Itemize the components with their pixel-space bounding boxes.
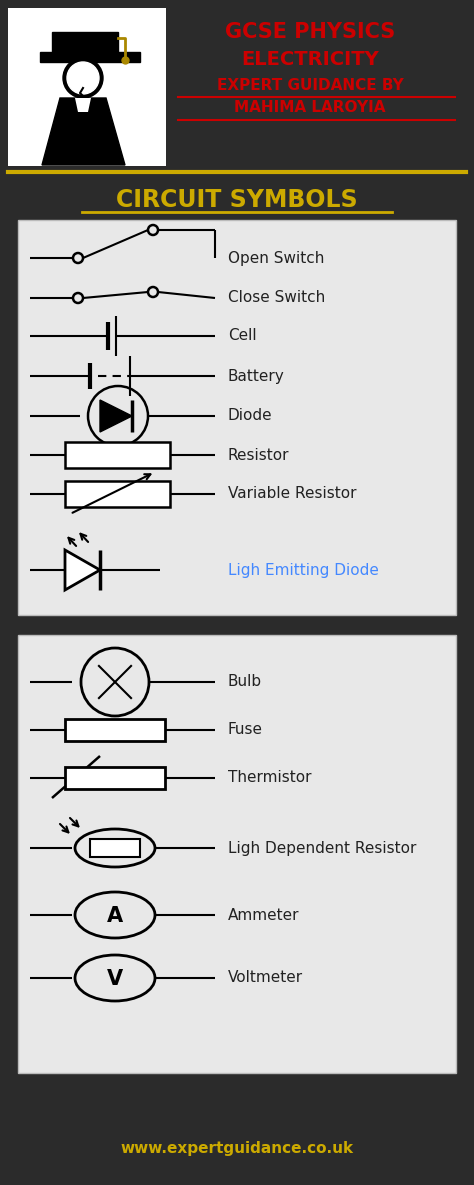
Text: MAHIMA LAROYIA: MAHIMA LAROYIA [234, 100, 386, 115]
FancyBboxPatch shape [65, 481, 170, 507]
Polygon shape [52, 32, 118, 52]
Text: A: A [107, 907, 123, 925]
Circle shape [67, 62, 99, 94]
Text: Diode: Diode [228, 409, 273, 423]
Text: www.expertguidance.co.uk: www.expertguidance.co.uk [120, 1140, 354, 1155]
Polygon shape [100, 401, 132, 433]
Text: Thermistor: Thermistor [228, 770, 311, 786]
Text: ELECTRICITY: ELECTRICITY [241, 50, 379, 69]
Text: Close Switch: Close Switch [228, 290, 325, 306]
Text: Fuse: Fuse [228, 723, 263, 737]
FancyBboxPatch shape [18, 635, 456, 1072]
Polygon shape [75, 98, 91, 113]
Text: Ligh Emitting Diode: Ligh Emitting Diode [228, 563, 379, 577]
Text: Cell: Cell [228, 328, 256, 344]
Text: Battery: Battery [228, 369, 285, 384]
FancyBboxPatch shape [65, 767, 165, 789]
Text: V: V [107, 969, 123, 989]
Text: Resistor: Resistor [228, 448, 290, 462]
Polygon shape [65, 550, 100, 590]
Text: EXPERT GUIDANCE BY: EXPERT GUIDANCE BY [217, 78, 403, 92]
FancyBboxPatch shape [65, 442, 170, 468]
Text: GCSE PHYSICS: GCSE PHYSICS [225, 23, 395, 41]
Text: Voltmeter: Voltmeter [228, 971, 303, 986]
Polygon shape [42, 98, 125, 165]
Text: Variable Resistor: Variable Resistor [228, 487, 356, 501]
Text: Ligh Dependent Resistor: Ligh Dependent Resistor [228, 840, 416, 856]
FancyBboxPatch shape [90, 839, 140, 857]
FancyBboxPatch shape [8, 8, 166, 166]
Circle shape [63, 58, 103, 98]
Text: CIRCUIT SYMBOLS: CIRCUIT SYMBOLS [116, 188, 358, 212]
FancyBboxPatch shape [18, 220, 456, 615]
Text: Ammeter: Ammeter [228, 908, 300, 922]
Text: Bulb: Bulb [228, 674, 262, 690]
FancyBboxPatch shape [65, 719, 165, 741]
Text: Open Switch: Open Switch [228, 250, 324, 265]
FancyBboxPatch shape [40, 52, 140, 62]
